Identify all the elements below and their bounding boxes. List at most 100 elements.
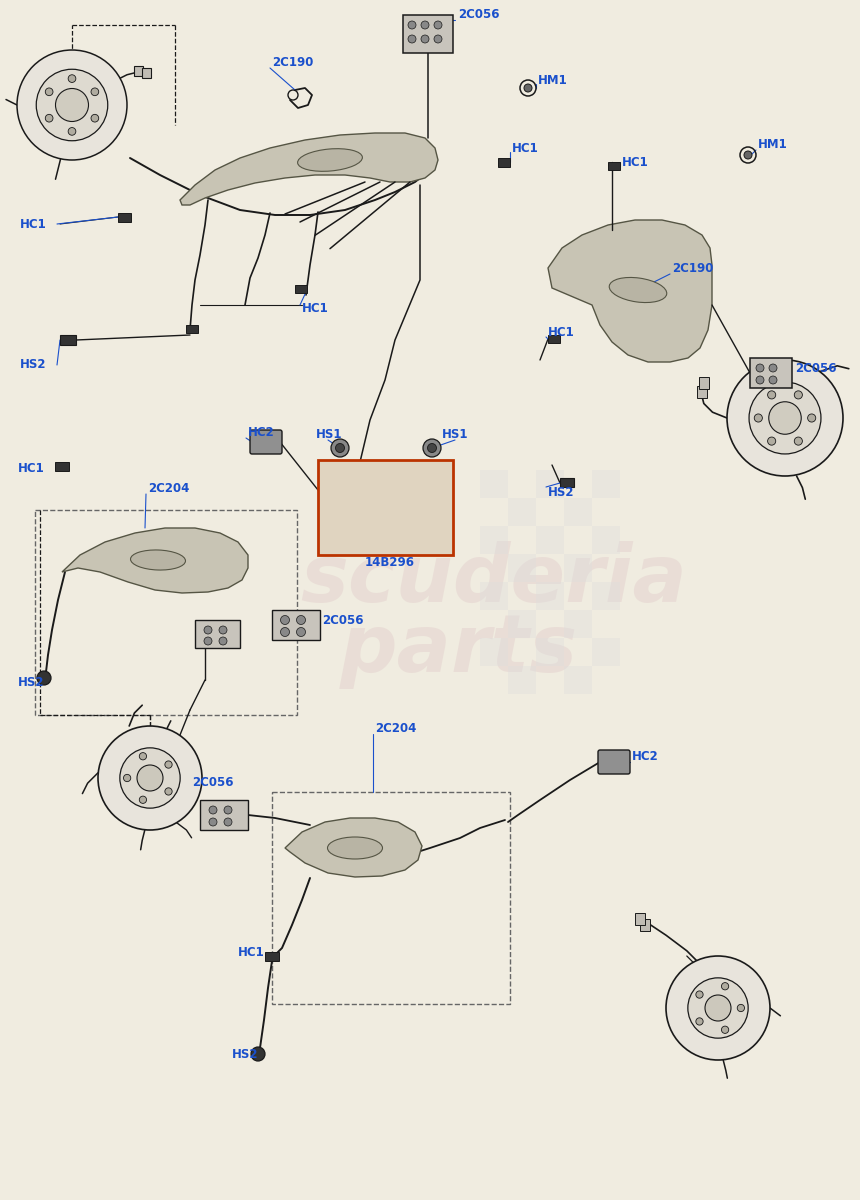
Circle shape <box>280 628 290 636</box>
Circle shape <box>165 761 172 768</box>
Bar <box>403 14 453 53</box>
Text: HS1: HS1 <box>442 428 469 442</box>
FancyBboxPatch shape <box>598 750 630 774</box>
Circle shape <box>756 376 764 384</box>
Circle shape <box>808 414 816 422</box>
Circle shape <box>68 127 76 136</box>
Bar <box>608 162 620 170</box>
Bar <box>186 325 198 332</box>
Text: HS2: HS2 <box>232 1049 259 1062</box>
Circle shape <box>297 628 305 636</box>
Circle shape <box>91 88 99 96</box>
Circle shape <box>408 20 416 29</box>
Circle shape <box>91 114 99 122</box>
Bar <box>35 510 297 715</box>
Text: 2C056: 2C056 <box>458 8 500 22</box>
Circle shape <box>204 626 212 634</box>
Text: 2C190: 2C190 <box>272 55 313 68</box>
Text: 2C204: 2C204 <box>148 481 189 494</box>
Text: 2C056: 2C056 <box>795 361 837 374</box>
Bar <box>592 638 620 666</box>
Text: 2C204: 2C204 <box>375 721 416 734</box>
Circle shape <box>46 88 53 96</box>
Circle shape <box>408 35 416 43</box>
Circle shape <box>46 114 53 122</box>
Text: HC1: HC1 <box>18 462 45 474</box>
Bar <box>60 335 76 346</box>
Circle shape <box>56 89 89 121</box>
Circle shape <box>204 637 212 646</box>
Circle shape <box>744 151 752 158</box>
Bar <box>536 526 564 554</box>
Circle shape <box>139 752 146 760</box>
Bar <box>592 582 620 610</box>
Bar <box>295 284 307 293</box>
Circle shape <box>280 616 290 624</box>
Circle shape <box>209 818 217 826</box>
Bar <box>697 386 707 398</box>
Bar <box>508 554 536 582</box>
Text: parts: parts <box>340 611 578 689</box>
Circle shape <box>335 444 345 452</box>
Circle shape <box>737 1004 745 1012</box>
Circle shape <box>769 364 777 372</box>
Circle shape <box>722 983 728 990</box>
Polygon shape <box>548 220 712 362</box>
Circle shape <box>769 376 777 384</box>
Bar <box>480 470 508 498</box>
Text: scuderia: scuderia <box>300 541 687 619</box>
Bar <box>480 582 508 610</box>
Circle shape <box>17 50 127 160</box>
Bar <box>508 498 536 526</box>
Polygon shape <box>180 133 438 205</box>
Text: HC1: HC1 <box>512 142 538 155</box>
Bar <box>560 478 574 487</box>
Circle shape <box>768 391 776 398</box>
Bar <box>480 526 508 554</box>
Bar <box>498 158 510 167</box>
Ellipse shape <box>298 149 362 172</box>
Circle shape <box>749 382 821 454</box>
Text: 14B296: 14B296 <box>365 556 415 569</box>
Text: HC2: HC2 <box>248 426 274 438</box>
Text: HS2: HS2 <box>20 359 46 372</box>
FancyBboxPatch shape <box>250 430 282 454</box>
Text: HC2: HC2 <box>632 750 659 762</box>
Circle shape <box>727 360 843 476</box>
Bar <box>265 952 279 961</box>
Circle shape <box>423 439 441 457</box>
Circle shape <box>795 391 802 398</box>
Bar <box>536 638 564 666</box>
Polygon shape <box>285 818 422 877</box>
Bar <box>699 377 709 389</box>
Text: HM1: HM1 <box>538 73 568 86</box>
Circle shape <box>696 991 703 998</box>
Text: HC1: HC1 <box>238 946 265 959</box>
Circle shape <box>209 806 217 814</box>
Bar <box>564 498 592 526</box>
Bar <box>536 470 564 498</box>
Circle shape <box>666 956 770 1060</box>
Text: HC1: HC1 <box>622 156 648 168</box>
Circle shape <box>68 74 76 83</box>
Bar <box>195 620 240 648</box>
Bar <box>548 335 560 343</box>
Circle shape <box>754 414 762 422</box>
Circle shape <box>219 637 227 646</box>
Circle shape <box>427 444 437 452</box>
Circle shape <box>768 437 776 445</box>
Ellipse shape <box>609 277 666 302</box>
Bar <box>318 460 453 554</box>
Circle shape <box>331 439 349 457</box>
Text: 2C190: 2C190 <box>672 262 714 275</box>
Circle shape <box>421 35 429 43</box>
Bar <box>134 66 143 76</box>
Circle shape <box>421 20 429 29</box>
Circle shape <box>251 1046 265 1061</box>
Bar <box>592 470 620 498</box>
Bar <box>508 666 536 694</box>
Bar <box>564 554 592 582</box>
Circle shape <box>297 616 305 624</box>
Circle shape <box>224 818 232 826</box>
Circle shape <box>434 20 442 29</box>
